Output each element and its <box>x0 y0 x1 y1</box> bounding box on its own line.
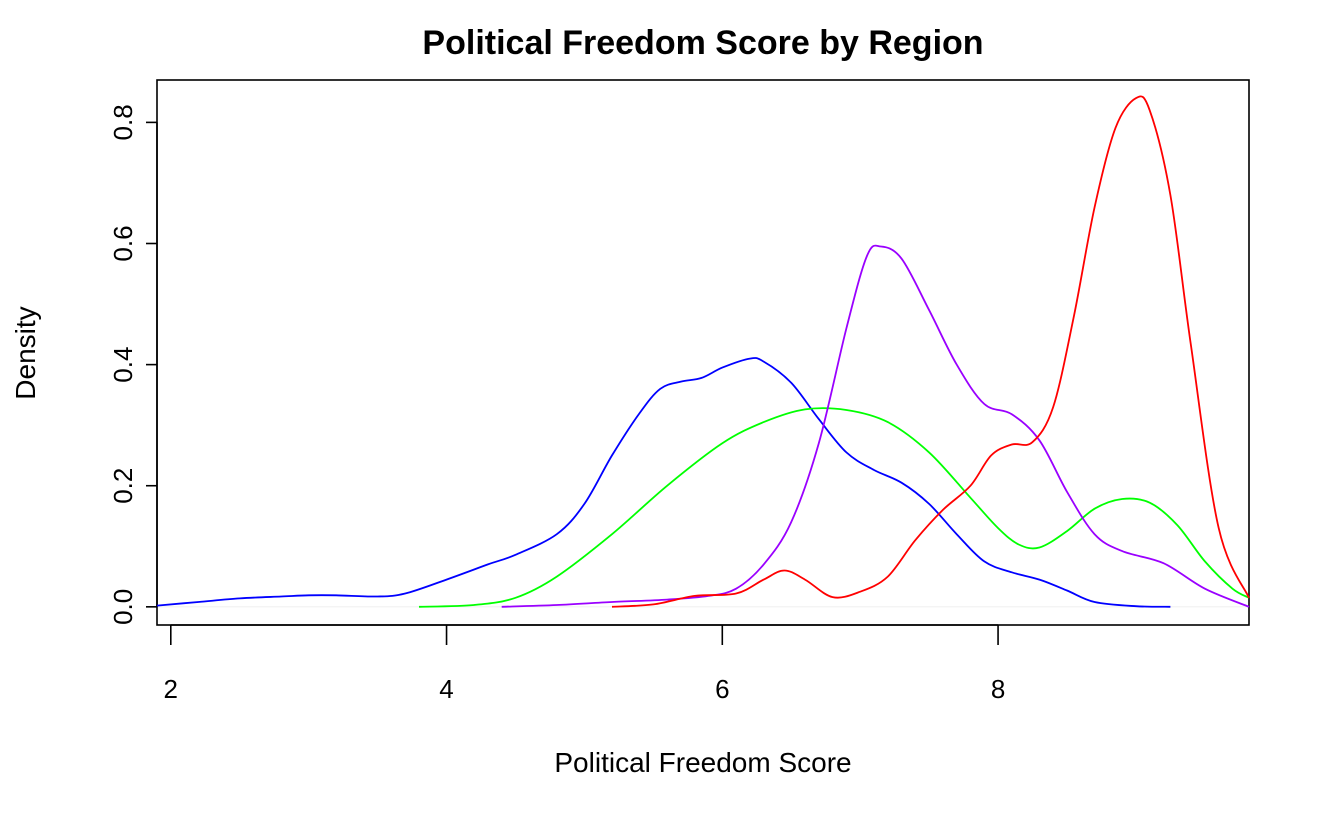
y-axis-label: Density <box>10 306 41 399</box>
plot-frame <box>156 79 1250 626</box>
chart-title: Political Freedom Score by Region <box>422 24 983 62</box>
y-tick-label: 0.2 <box>108 468 138 504</box>
x-tick-label: 2 <box>164 674 178 704</box>
x-tick-label: 8 <box>991 674 1005 704</box>
density-line-4 <box>611 95 1250 608</box>
y-tick-label: 0.0 <box>108 589 138 625</box>
y-tick-label: 0.6 <box>108 225 138 261</box>
y-tick-label: 0.4 <box>108 347 138 383</box>
x-axis-label: Political Freedom Score <box>554 747 851 778</box>
density-line-1 <box>156 357 1171 608</box>
y-tick-label: 0.8 <box>108 104 138 140</box>
series-layer <box>156 95 1250 608</box>
x-axis: 2 4 6 8 <box>164 624 1005 704</box>
y-axis: 0.0 0.2 0.4 0.6 0.8 <box>108 104 158 625</box>
density-line-2 <box>418 407 1250 608</box>
x-tick-label: 6 <box>715 674 729 704</box>
density-line-3 <box>501 244 1250 608</box>
x-tick-label: 4 <box>439 674 453 704</box>
